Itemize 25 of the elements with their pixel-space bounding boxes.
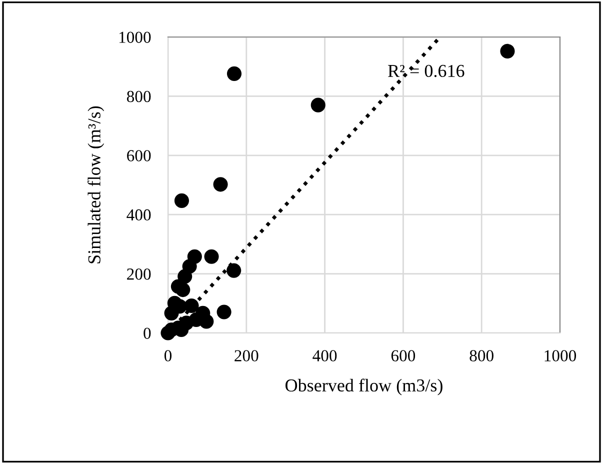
point (178, 269, 192, 284)
x-tick-label: 400 (312, 350, 337, 362)
point (216, 304, 232, 320)
x-tick-label: 1000 (544, 350, 576, 362)
point (500, 44, 515, 58)
x-tick-label: 200 (234, 350, 258, 362)
point (204, 249, 219, 264)
point (226, 263, 242, 278)
point (184, 298, 199, 314)
y-tick-label: 400 (126, 209, 151, 221)
y-tick-label: 200 (127, 268, 151, 280)
y-tick-label: 0 (144, 328, 151, 339)
y-tick-label: 800 (126, 90, 151, 102)
y-tick-label: 1000 (119, 32, 151, 43)
x-tick-label: 0 (164, 350, 172, 362)
point (176, 282, 190, 298)
point (226, 66, 242, 81)
point (213, 177, 228, 192)
y-tick-label: 600 (127, 150, 151, 162)
x-tick-label: 800 (470, 350, 494, 362)
y-axis-title: Simulated flow (m³/s) (88, 106, 104, 264)
x-tick-label: 600 (391, 350, 416, 362)
point (310, 98, 326, 112)
x-axis-title: Observed flow (m3/s) (286, 378, 442, 396)
point (174, 193, 190, 208)
